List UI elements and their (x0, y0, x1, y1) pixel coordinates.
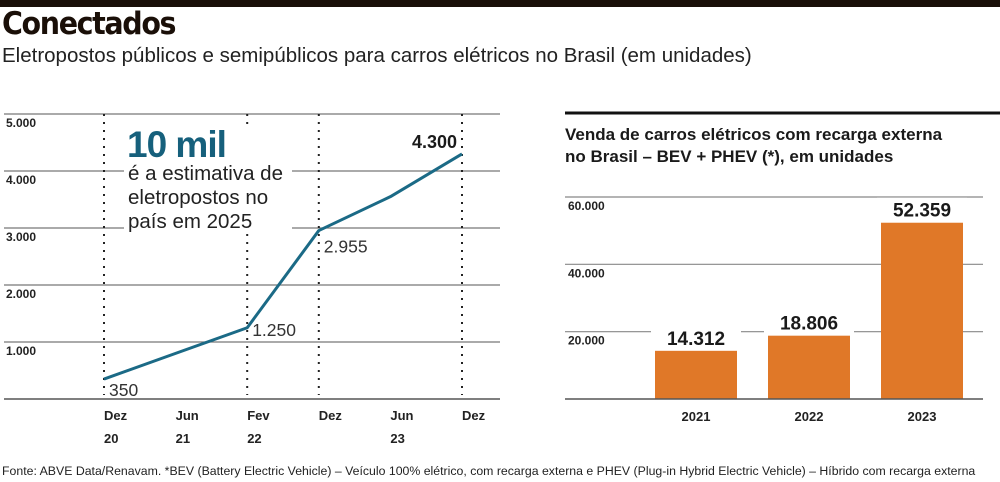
page-title: Conectados (2, 6, 177, 42)
bar-chart-title: no Brasil – BEV + PHEV (*), em unidades (565, 147, 893, 166)
data-label: 350 (109, 380, 138, 400)
label-background (651, 325, 741, 348)
label-background (764, 310, 854, 333)
bar-value-label: 14.312 (667, 329, 725, 350)
y-tick-label: 20.000 (568, 334, 605, 348)
x-tick-label: 20 (104, 431, 118, 446)
bar (655, 350, 737, 399)
x-tick-label: Jun (176, 408, 199, 423)
bar-value-label: 52.359 (893, 201, 951, 222)
y-tick-label: 5.000 (6, 116, 36, 130)
x-tick-label: Dez (319, 408, 343, 423)
bar (768, 335, 850, 399)
bar-chart-title: Venda de carros elétricos com recarga ex… (565, 125, 943, 144)
series-line (103, 152, 463, 381)
annotation-text: eletropostos no (128, 186, 268, 209)
annotation-text: país em 2025 (128, 210, 252, 233)
y-tick-label: 2.000 (6, 287, 36, 301)
x-tick-label: 2022 (795, 409, 824, 424)
top-rule (0, 0, 1000, 7)
y-tick-label: 40.000 (568, 266, 605, 280)
data-label: 1.250 (252, 320, 296, 340)
x-tick-label: 2021 (682, 409, 711, 424)
x-tick-label: 21 (176, 431, 190, 446)
x-tick-label: 2023 (908, 409, 937, 424)
y-tick-label: 3.000 (6, 230, 36, 244)
label-background (877, 197, 967, 220)
bar (881, 222, 963, 399)
page-subtitle: Eletropostos públicos e semipúblicos par… (2, 44, 752, 67)
x-tick-label: Dez (462, 408, 486, 423)
data-label: 4.300 (412, 132, 457, 152)
annotation-background (124, 124, 292, 234)
data-label: 2.955 (324, 237, 368, 257)
x-tick-label: 22 (247, 431, 261, 446)
y-tick-label: 4.000 (6, 173, 36, 187)
y-tick-label: 60.000 (568, 199, 605, 213)
source-note: Fonte: ABVE Data/Renavam. *BEV (Battery … (2, 464, 976, 478)
x-tick-label: 23 (390, 431, 404, 446)
y-tick-label: 1.000 (6, 344, 36, 358)
x-tick-label: Jun (390, 408, 413, 423)
annotation-headline: 10 mil (127, 124, 226, 165)
annotation-text: é a estimativa de (128, 162, 283, 185)
bar-value-label: 18.806 (780, 314, 838, 335)
x-tick-label: Dez (104, 408, 128, 423)
x-tick-label: Fev (247, 408, 270, 423)
